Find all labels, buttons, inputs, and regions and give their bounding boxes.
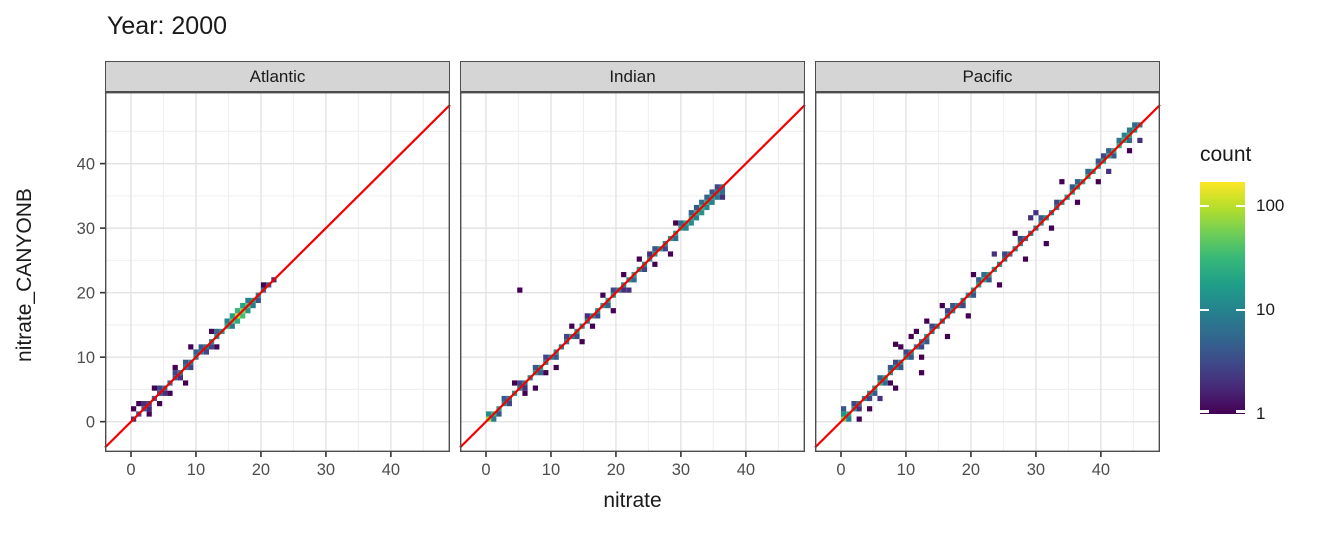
legend-tick-mark	[1200, 410, 1209, 413]
legend-tick-label: 10	[1256, 299, 1275, 319]
gridlines-major	[105, 92, 450, 452]
panel-indian: 0 10 20 30 40	[459, 91, 806, 479]
legend-tick-mark	[1236, 410, 1245, 413]
identity-line	[459, 104, 806, 449]
facet-strip-atlantic: Atlantic	[105, 61, 450, 92]
svg-text:40: 40	[737, 461, 755, 479]
x-axis-ticks: 0 10 20 30 40	[481, 452, 755, 479]
panel-border	[459, 91, 806, 453]
svg-text:0: 0	[86, 414, 95, 432]
facet-strip-indian: Indian	[460, 61, 805, 92]
legend-title: count	[1200, 143, 1252, 166]
x-axis-title: nitrate	[603, 489, 662, 512]
facet-strip-label: Indian	[609, 66, 656, 86]
svg-text:30: 30	[77, 220, 95, 238]
facet-pacific: Pacific 0 10 20 30 40	[814, 61, 1161, 479]
facet-strip-label: Atlantic	[249, 66, 306, 86]
identity-line	[814, 104, 1161, 449]
facet-indian: Indian 0 10 20 30 40	[459, 61, 806, 479]
gridlines-minor	[460, 92, 805, 452]
svg-text:10: 10	[187, 461, 205, 479]
legend-count: count 100 10 1	[1200, 143, 1330, 423]
legend-colorbar: 100 10 1	[1200, 182, 1284, 423]
gridlines-major	[815, 92, 1160, 452]
facet-strip-pacific: Pacific	[815, 61, 1160, 92]
svg-text:0: 0	[836, 461, 845, 479]
svg-text:20: 20	[607, 461, 625, 479]
svg-text:40: 40	[382, 461, 400, 479]
gridlines-minor	[815, 92, 1160, 452]
svg-text:0: 0	[481, 461, 490, 479]
svg-text:40: 40	[1092, 461, 1110, 479]
gridlines-minor	[105, 92, 450, 452]
x-axis-ticks: 0 10 20 30 40	[126, 452, 400, 479]
panel-atlantic: 0 10 20 30 40 0 10 20 30 40	[77, 91, 451, 479]
svg-text:20: 20	[962, 461, 980, 479]
y-axis-title: nitrate_CANYONB	[13, 188, 36, 362]
svg-text:0: 0	[126, 461, 135, 479]
svg-text:10: 10	[897, 461, 915, 479]
y-axis-ticks: 0 10 20 30 40	[77, 156, 105, 432]
svg-text:20: 20	[252, 461, 270, 479]
legend-tick-mark	[1236, 204, 1245, 208]
svg-text:20: 20	[77, 285, 95, 303]
legend-tick-mark	[1236, 308, 1245, 312]
x-axis-ticks: 0 10 20 30 40	[836, 452, 1110, 479]
legend-tick-mark	[1200, 204, 1209, 208]
svg-text:30: 30	[672, 461, 690, 479]
svg-text:40: 40	[77, 156, 95, 174]
svg-text:10: 10	[542, 461, 560, 479]
svg-text:30: 30	[317, 461, 335, 479]
facet-strip-label: Pacific	[962, 66, 1013, 86]
svg-text:30: 30	[1027, 461, 1045, 479]
legend-tick-label: 1	[1256, 404, 1266, 423]
panel-border	[814, 91, 1161, 453]
svg-text:10: 10	[77, 349, 95, 367]
facet-atlantic: Atlantic 0 10 20 30 40 0 10 20 30 40	[77, 61, 451, 479]
panel-border	[104, 91, 451, 453]
figure-title: Year: 2000	[107, 12, 228, 40]
legend-tick-mark	[1200, 308, 1209, 312]
legend-tick-label: 100	[1256, 195, 1285, 215]
panel-pacific: 0 10 20 30 40	[814, 91, 1161, 479]
identity-line	[104, 104, 451, 449]
